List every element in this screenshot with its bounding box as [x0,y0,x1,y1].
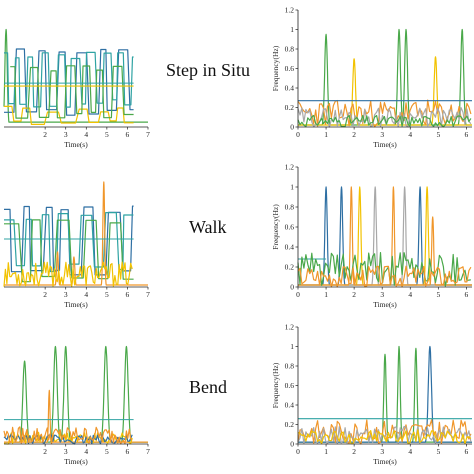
y-tick-label: 0 [290,283,294,292]
series-line-right-step-1 [297,56,473,126]
series-line-right-walk-5 [297,252,471,287]
y-tick-label: 0 [290,440,294,449]
y-tick-label: 0.8 [285,203,295,212]
y-tick-label: 0.6 [285,223,295,232]
chart-panel-left-bend: 2 3 4 5 6 7 Time(s) [3,345,150,466]
y-tick-label: 1.2 [285,163,295,172]
x-tick-label: 3 [380,290,384,299]
x-tick-label: 4 [408,447,412,456]
x-tick-label: 2 [352,290,356,299]
series-line-left-walk-2 [4,219,134,283]
x-tick-label: 2 [43,447,47,456]
y-tick-label: 0.2 [285,420,295,429]
y-tick-label: 1 [290,342,294,351]
y-tick-label: 0.8 [285,362,295,371]
series-line-left-step-2 [4,51,134,108]
x-tick-label: 3 [64,447,68,456]
chart-panel-right-walk: 0 1 2 3 4 5 6 0 0.2 0.4 0.6 0.8 1 1.2 Time(s) Frequency… [271,163,473,309]
x-tick-label: 3 [380,447,384,456]
series-line-left-walk-0 [4,205,134,276]
row-label-step: Step in Situ [166,60,250,80]
x-tick-label: 5 [436,447,440,456]
x-axis-label: Time(s) [64,300,88,309]
x-tick-label: 1 [324,130,328,139]
row-label-bend: Bend [189,377,227,397]
x-tick-label: 6 [126,290,130,299]
y-tick-label: 0.6 [285,381,295,390]
y-tick-label: 1.2 [285,6,295,15]
x-tick-label: 4 [84,290,88,299]
chart-panel-right-step: 0 1 2 3 4 5 6 0 0.2 0.4 0.6 0.8 1 1.2 Time(s) Frequency… [271,6,473,149]
series-line-left-walk-3 [3,181,149,286]
y-tick-label: 0.6 [285,64,295,73]
series-line-right-bend-4 [297,429,472,445]
row-label-walk: Walk [189,217,227,237]
y-tick-label: 0.2 [285,103,295,112]
series-line-right-step-2 [297,99,472,128]
x-tick-label: 7 [146,130,150,139]
x-tick-label: 5 [105,290,109,299]
y-axis-label: Frequency(Hz) [271,204,280,250]
series-line-right-bend-3 [297,425,472,445]
x-tick-label: 7 [146,447,150,456]
x-tick-label: 2 [43,130,47,139]
x-tick-label: 3 [64,290,68,299]
y-tick-label: 1 [290,183,294,192]
x-tick-label: 0 [296,130,300,139]
x-tick-label: 5 [436,130,440,139]
x-axis-label: Time(s) [373,140,397,149]
x-tick-label: 6 [465,130,469,139]
x-tick-label: 4 [408,290,412,299]
x-tick-label: 1 [324,290,328,299]
x-tick-label: 6 [465,447,469,456]
x-tick-label: 0 [296,290,300,299]
x-tick-label: 7 [146,290,150,299]
series-line-right-step-5 [297,114,472,128]
series-line-left-bend-5 [3,426,133,445]
x-tick-label: 2 [43,290,47,299]
x-tick-label: 5 [436,290,440,299]
x-tick-label: 4 [84,447,88,456]
x-tick-label: 0 [296,447,300,456]
y-tick-label: 0.8 [285,45,295,54]
series-line-right-step-3 [297,107,472,128]
series-line-left-walk-4 [3,261,133,288]
chart-panel-left-walk: 2 3 4 5 6 7 Time(s) [3,181,150,309]
x-axis-label: Time(s) [64,140,88,149]
x-tick-label: 5 [105,447,109,456]
y-tick-label: 0.4 [285,401,295,410]
x-tick-label: 4 [408,130,412,139]
y-axis-label: Frequency(Hz) [271,362,280,408]
y-tick-label: 0 [290,123,294,132]
x-tick-label: 6 [465,290,469,299]
chart-panel-right-bend: 0 1 2 3 4 5 6 0 0.2 0.4 0.6 0.8 1 1.2 Time(s) Frequency… [271,323,473,466]
y-tick-label: 0.4 [285,243,295,252]
x-axis-label: Time(s) [64,457,88,466]
chart-panel-left-step: 2 3 4 5 6 7 Time(s) [3,28,150,149]
series-line-left-step-4 [10,65,134,119]
series-line-left-walk-1 [4,212,134,273]
x-tick-label: 2 [352,447,356,456]
series-line-left-step-3 [4,105,134,126]
y-tick-label: 1 [290,25,294,34]
x-tick-label: 5 [105,130,109,139]
y-axis-label: Frequency(Hz) [271,45,280,91]
y-tick-label: 1.2 [285,323,295,332]
x-tick-label: 6 [126,130,130,139]
x-axis-label: Time(s) [373,300,397,309]
y-tick-label: 0.4 [285,84,295,93]
x-tick-label: 4 [84,130,88,139]
x-axis-label: Time(s) [373,457,397,466]
x-tick-label: 3 [64,130,68,139]
x-tick-label: 6 [126,447,130,456]
x-tick-label: 2 [352,130,356,139]
y-tick-label: 0.2 [285,263,295,272]
series-line-left-step-1 [4,48,134,116]
series-line-right-walk-6 [297,265,472,288]
x-tick-label: 3 [380,130,384,139]
x-tick-label: 1 [324,447,328,456]
